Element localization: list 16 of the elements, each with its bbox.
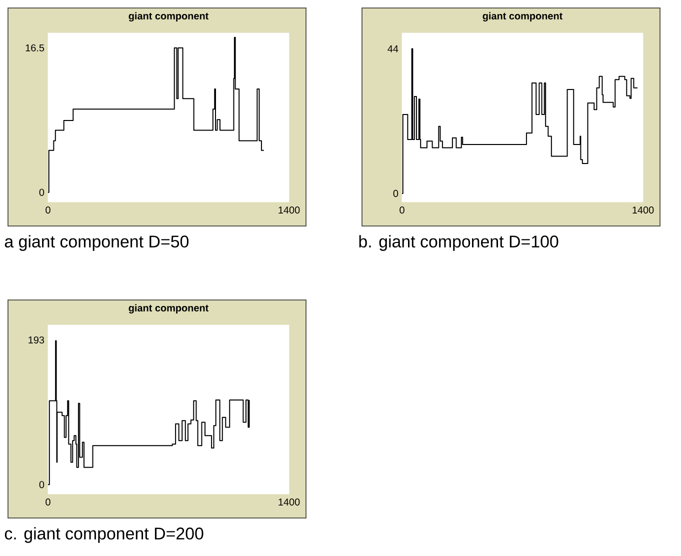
y-tick-label: 16.5 (26, 44, 44, 52)
text: b. giant component D=100 (359, 235, 558, 251)
y-tick-label: 0 (39, 188, 44, 196)
x-tick-label: 0 (400, 206, 404, 214)
chart-title: giant component (128, 12, 209, 22)
x-tick-label: 1400 (278, 206, 300, 214)
chart-title: giant component (482, 12, 563, 22)
text: c. giant component D=200 (4, 527, 204, 543)
y-tick-label: 44 (388, 45, 398, 52)
y-tick-label: 0 (39, 481, 44, 488)
y-tick-label: 193 (28, 336, 44, 344)
x-tick-label: 0 (46, 206, 50, 214)
x-tick-label: 1400 (632, 206, 654, 214)
text: a giant component D=50 (4, 235, 189, 251)
x-tick-label: 1400 (278, 498, 300, 506)
chart-title: giant component (128, 304, 209, 314)
